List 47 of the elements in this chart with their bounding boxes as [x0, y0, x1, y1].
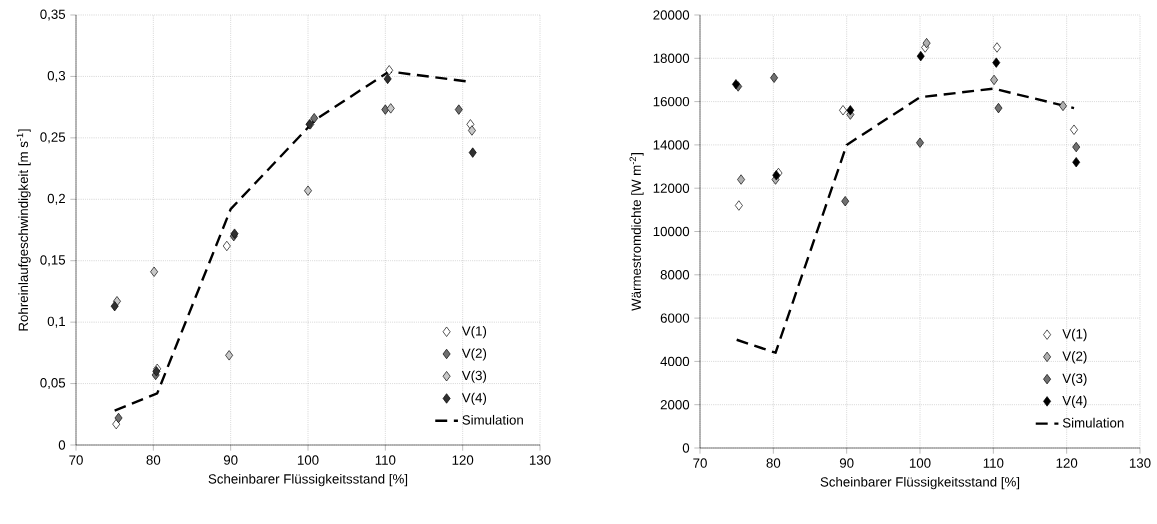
- x-axis-title: Scheinbarer Flüssigkeitsstand [%]: [208, 473, 408, 487]
- x-tick-label: 110: [983, 458, 1004, 468]
- y-tick-label: 8000: [660, 270, 690, 280]
- y-tick-label: 0,3: [47, 70, 66, 82]
- y-tick-label: 14000: [653, 140, 690, 150]
- y-tick-label: 0,35: [40, 9, 66, 21]
- y-tick-label: 12000: [653, 183, 690, 193]
- x-tick-label: 120: [452, 455, 474, 465]
- legend-label: V(4): [1062, 395, 1087, 408]
- x-tick-label: 100: [297, 455, 319, 465]
- x-tick-label: 70: [69, 455, 83, 465]
- y-tick-label: 6000: [660, 313, 690, 323]
- y-tick-label: 0,15: [40, 255, 66, 267]
- legend-label: V(3): [461, 370, 487, 383]
- y-tick-label: 18000: [653, 53, 690, 63]
- x-tick-label: 80: [146, 455, 161, 465]
- y-tick-label: 0,2: [47, 193, 65, 205]
- x-tick-label: 130: [529, 455, 551, 465]
- y-tick-label: 0: [58, 440, 66, 450]
- y-axis-title: Wärmestromdichte [W m$^{-2}$]: [629, 153, 644, 311]
- y-tick-label: 4000: [660, 356, 690, 367]
- x-tick-label: 110: [375, 455, 396, 465]
- y-tick-label: 20000: [653, 10, 690, 20]
- x-tick-label: 70: [693, 458, 707, 468]
- x-tick-label: 90: [223, 455, 238, 465]
- y-axis-title: Rohreinlaufgeschwindigkeit [m s$^{-1}$]: [16, 129, 31, 331]
- x-tick-label: 120: [1056, 458, 1078, 468]
- x-axis-title: Scheinbarer Flüssigkeitsstand [%]: [820, 476, 1020, 490]
- x-tick-label: 90: [839, 458, 854, 468]
- legend-label: V(1): [461, 325, 487, 339]
- y-tick-label: 0,25: [40, 132, 66, 144]
- legend-label: Simulation: [1062, 417, 1124, 428]
- legend-label: V(2): [461, 348, 487, 361]
- y-tick-label: 16000: [653, 96, 690, 107]
- legend-label: V(4): [461, 392, 487, 406]
- legend-label: V(3): [1062, 373, 1087, 386]
- y-tick-label: 10000: [653, 226, 690, 237]
- y-tick-label: 0,1: [47, 316, 65, 328]
- y-tick-label: 2000: [660, 400, 690, 410]
- y-tick-label: 0,05: [40, 378, 66, 390]
- x-tick-label: 130: [1129, 458, 1151, 468]
- legend-label: Simulation: [462, 414, 523, 425]
- x-tick-label: 80: [766, 458, 781, 468]
- legend-label: V(2): [1062, 351, 1087, 364]
- legend-label: V(1): [1062, 328, 1087, 342]
- x-tick-label: 100: [909, 458, 931, 468]
- y-tick-label: 0: [682, 443, 690, 453]
